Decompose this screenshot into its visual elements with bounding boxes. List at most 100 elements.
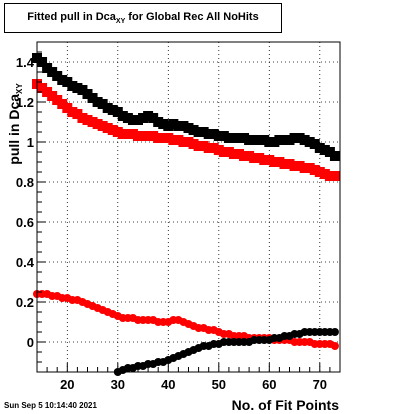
x-tick-label: 50 [212,377,226,392]
data-point [299,135,310,145]
data-point [117,129,128,139]
series-2 [32,79,340,181]
chart-title: Fitted pull in DcaXY for Global Rec All … [5,11,281,25]
data-point [163,133,174,143]
data-point [168,119,179,129]
data-point [57,99,68,109]
data-point [244,135,255,145]
data-point [304,163,315,173]
data-point [87,93,98,103]
x-axis-title: No. of Fit Points [232,397,340,413]
data-point [183,137,194,147]
data-point [117,111,128,121]
data-point [203,143,214,153]
data-point [234,133,244,143]
data-point [294,133,305,143]
data-point [97,99,108,109]
chart-title-sub: XY [115,18,126,26]
data-point [223,147,234,157]
y-axis-title-sub: XY [15,83,24,94]
data-point [309,165,320,175]
data-point [284,159,295,169]
data-point [299,163,310,173]
data-point [148,113,159,123]
data-point [279,135,290,145]
data-point [133,131,143,141]
data-point [193,127,204,137]
axis-tick-labels: 20 30 40 50 60 70 0 0.2 0.4 0.6 0.8 1 1.2 1.4 [16,55,327,392]
y-axis-title-main: pull in Dca [6,94,22,165]
data-point [223,133,234,143]
data-point [203,129,214,139]
data-point [239,151,250,161]
data-point [112,107,123,117]
data-point [122,129,133,139]
y-tick-label: 0.8 [16,175,34,190]
data-point [77,85,88,95]
data-point [284,135,295,145]
data-point [92,97,103,107]
data-point [329,151,340,161]
data-point [178,121,189,131]
data-point [314,143,325,153]
data-point [274,135,285,145]
data-point [37,83,48,93]
data-point [138,131,149,141]
data-point [82,89,93,99]
data-point [249,153,260,163]
data-point [82,115,93,125]
data-point [168,135,179,145]
data-point [102,103,113,113]
data-point [294,161,305,171]
data-point [228,149,239,159]
data-point [163,121,174,131]
data-point [92,119,103,129]
data-point [269,157,280,167]
data-point [259,135,270,145]
data-point [208,129,219,139]
y-tick-label: 0.6 [16,215,34,230]
data-point [153,117,164,127]
data-point [244,151,255,161]
data-point [319,169,330,179]
data-point [112,127,123,137]
y-tick-label: 1.2 [16,95,34,110]
chart-title-box: Fitted pull in DcaXY for Global Rec All … [4,3,282,33]
data-point [62,77,73,87]
data-point [143,111,154,121]
data-point [234,149,244,159]
data-point [274,157,285,167]
data-point [57,75,68,85]
chart-title-main: Fitted pull in Dca [27,11,116,23]
y-axis-title: pull in DcaXY [6,83,24,165]
data-point [213,131,224,141]
data-point [330,328,339,336]
data-point [193,141,204,151]
data-point [239,133,250,143]
data-point [289,133,300,143]
data-point [122,113,133,123]
x-tick-label: 40 [161,377,175,392]
y-tick-label: 0.2 [16,295,34,310]
data-point [218,147,229,157]
data-point [42,63,53,73]
data-point [289,161,300,171]
data-point [309,139,320,149]
axis-ticks [36,41,341,372]
data-point [173,121,184,131]
chart-title-rest: for Global Rec All NoHits [125,11,259,23]
data-point [158,119,169,129]
data-point [107,105,118,115]
data-point [72,83,83,93]
footer-timestamp: Sun Sep 5 10:14:40 2021 [4,401,97,410]
data-point [249,135,260,145]
y-tick-label: 1.4 [16,55,35,70]
data-point [228,133,239,143]
data-point [127,115,138,125]
data-point [42,87,53,97]
data-point [47,67,58,77]
data-point [107,125,118,135]
data-point [188,139,199,149]
x-tick-label: 60 [262,377,276,392]
